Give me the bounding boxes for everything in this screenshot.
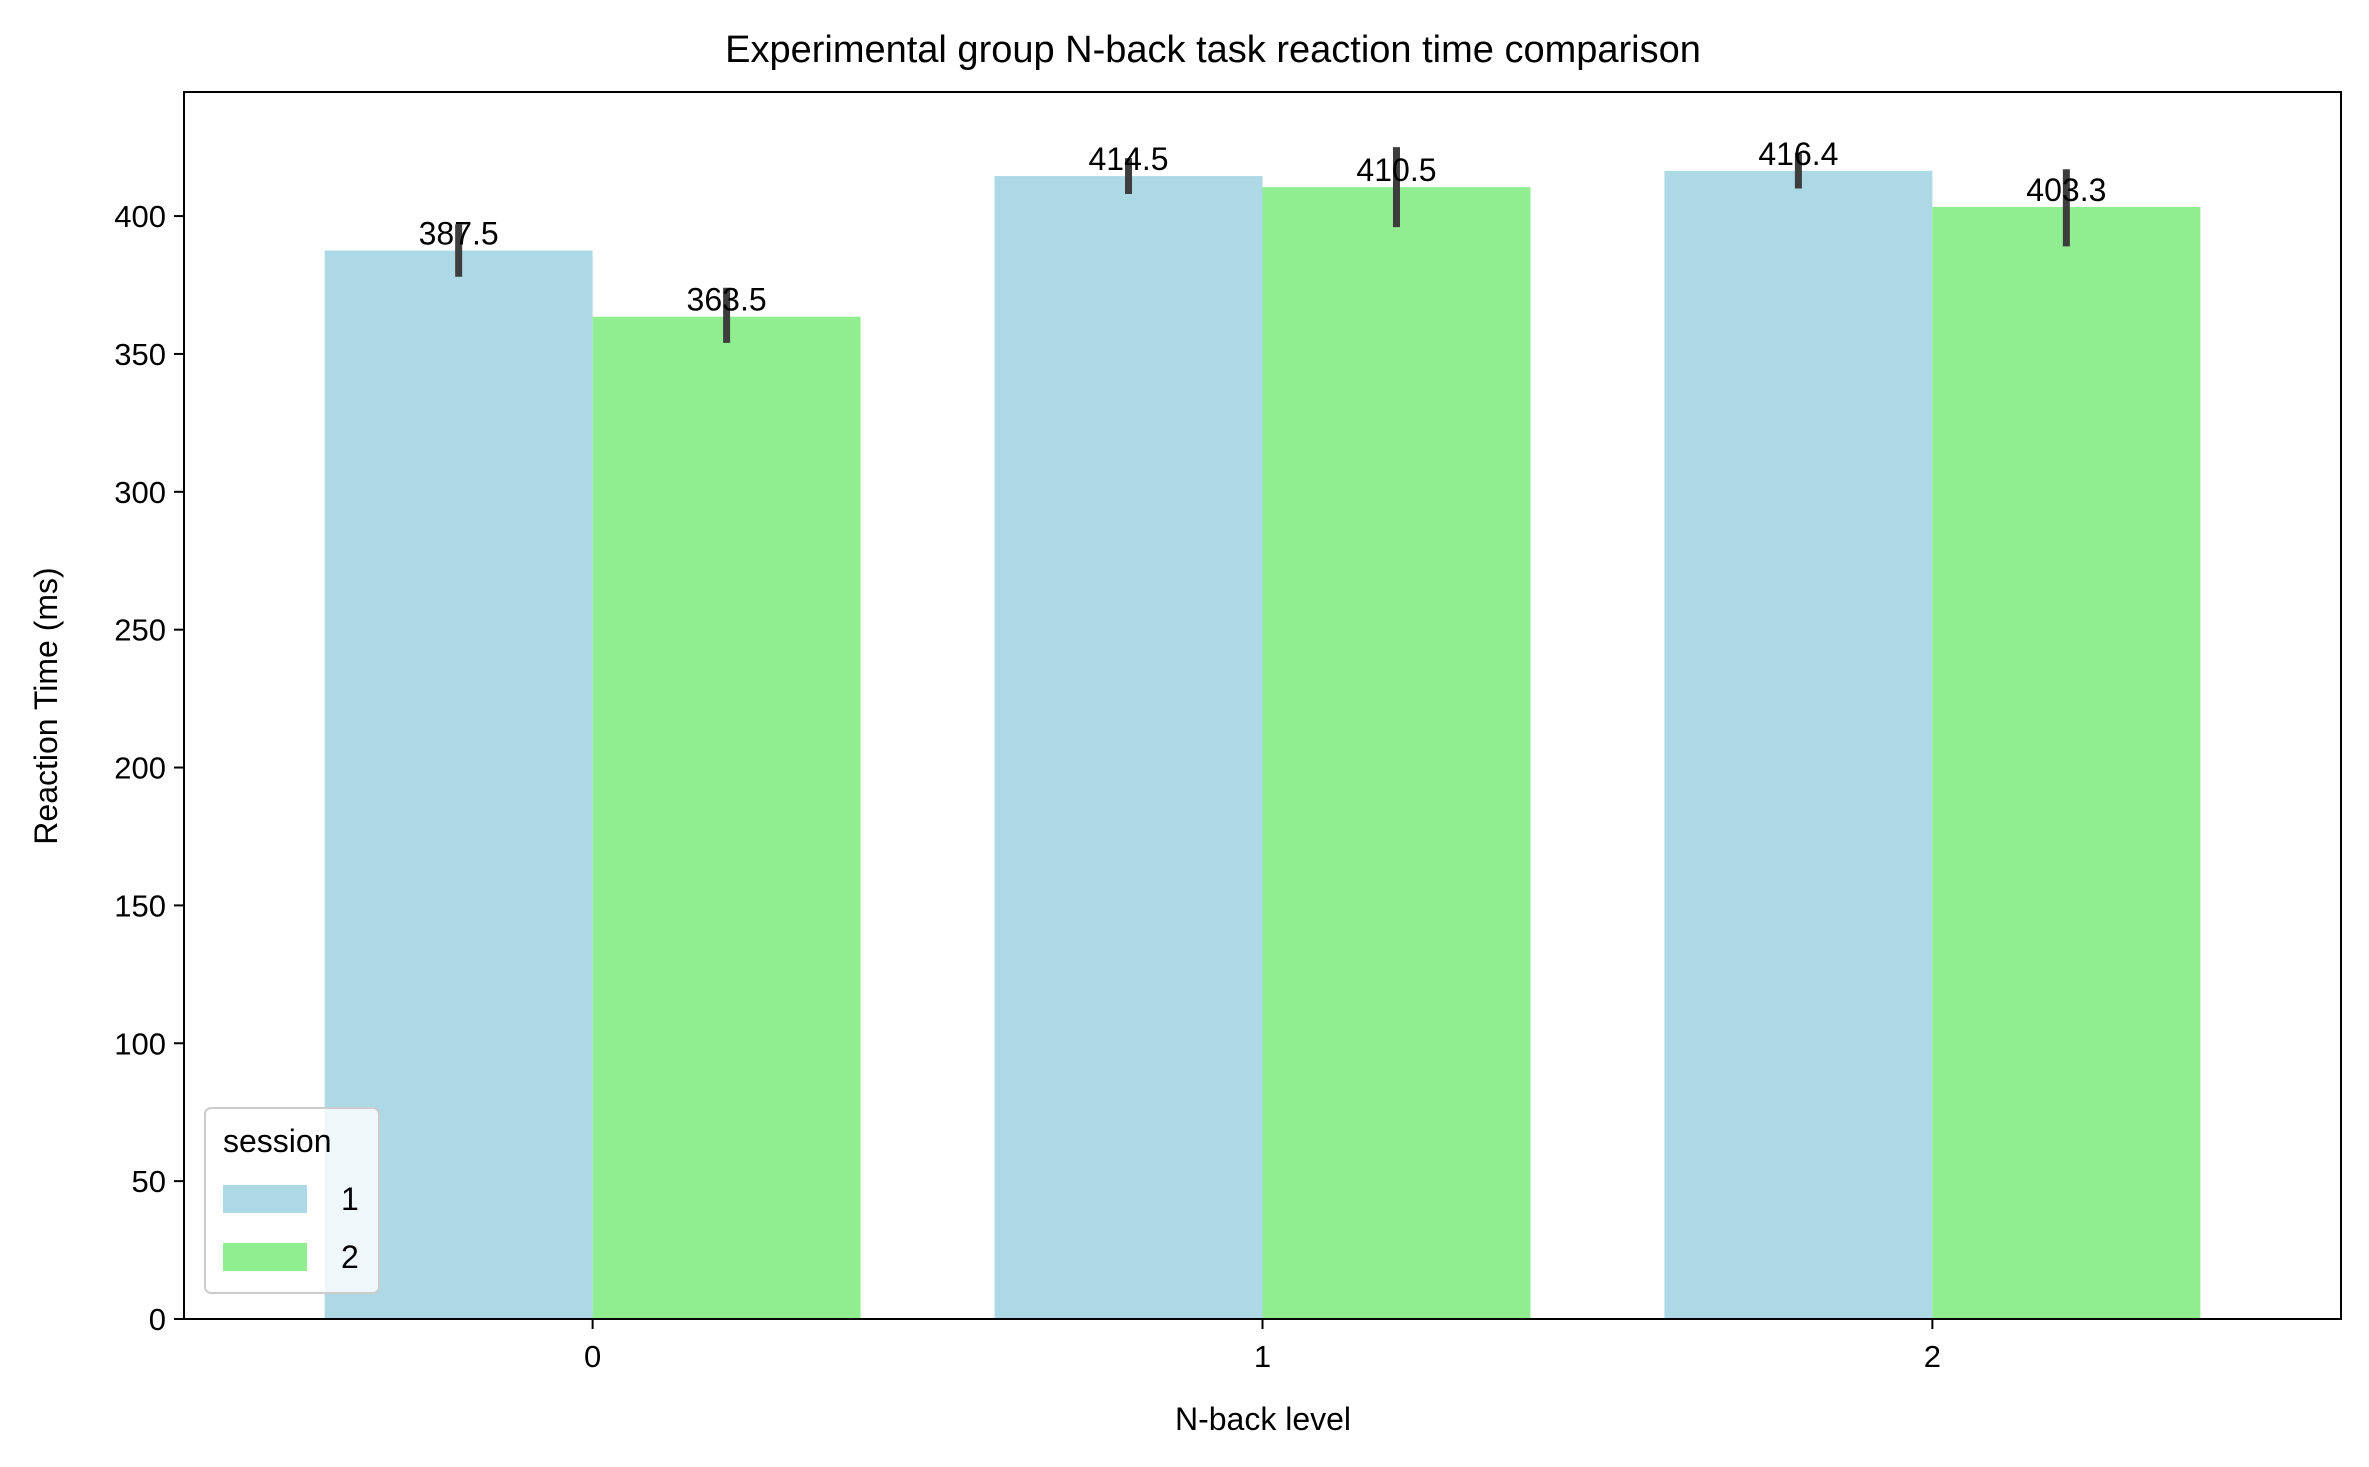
bar-labels-layer: 387.5 414.5 416.4 363.5 410.5 403.3 (419, 136, 2107, 318)
x-tick-label-0: 0 (584, 1339, 601, 1374)
x-tick-label-2: 2 (1924, 1339, 1941, 1374)
data-label-session-2-level-2: 403.3 (2026, 172, 2106, 208)
y-tick-label-400: 400 (114, 199, 166, 234)
y-tick-label-350: 350 (114, 337, 166, 372)
y-tick-label-50: 50 (132, 1164, 166, 1199)
y-tick-label-100: 100 (114, 1026, 166, 1061)
x-tick-label-1: 1 (1254, 1339, 1271, 1374)
legend-label-session-2: 2 (341, 1239, 359, 1275)
y-tick-label-200: 200 (114, 751, 166, 786)
data-label-session-1-level-0: 387.5 (419, 216, 499, 252)
bar-session-2-level-2 (1932, 206, 2201, 1320)
data-label-session-2-level-0: 363.5 (687, 282, 767, 318)
y-tick-label-250: 250 (114, 613, 166, 648)
legend-items: 12 (223, 1181, 359, 1275)
legend-swatch-session-1 (223, 1185, 307, 1213)
error-bars-layer (455, 147, 2070, 343)
bar-session-1-level-1 (994, 176, 1263, 1319)
data-label-session-1-level-1: 414.5 (1088, 141, 1168, 177)
y-tick-label-0: 0 (149, 1302, 166, 1337)
bar-session-1-level-2 (1664, 170, 1933, 1319)
legend: session 12 (204, 1107, 380, 1294)
legend-title: session (223, 1123, 332, 1159)
y-tick-label-150: 150 (114, 888, 166, 923)
chart-title: Experimental group N-back task reaction … (725, 29, 1701, 71)
y-tick-label-300: 300 (114, 475, 166, 510)
bar-session-2-level-1 (1262, 187, 1531, 1320)
y-axis-label: Reaction Time (ms) (28, 567, 64, 844)
x-axis-label: N-back level (1175, 1401, 1351, 1437)
data-label-session-1-level-2: 416.4 (1758, 136, 1838, 172)
bar-session-2-level-0 (592, 316, 861, 1319)
data-label-session-2-level-1: 410.5 (1356, 152, 1436, 188)
bars-layer (324, 170, 2201, 1320)
legend-swatch-session-2 (223, 1243, 307, 1271)
legend-label-session-1: 1 (341, 1181, 359, 1217)
